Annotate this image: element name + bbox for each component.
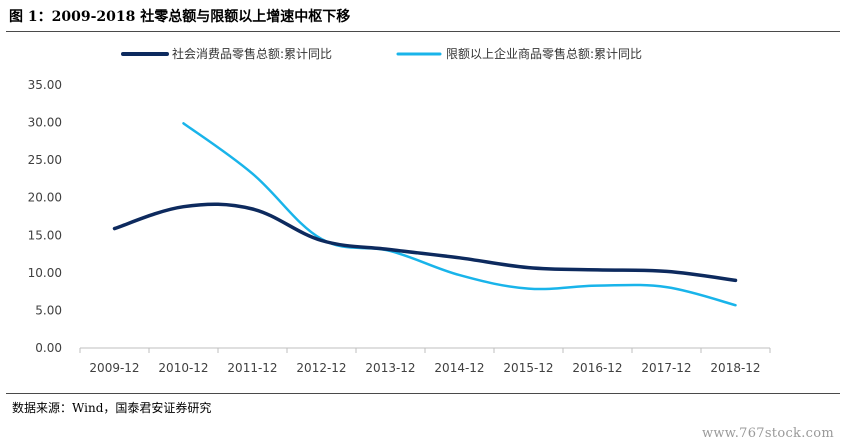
legend-label-series-1: 社会消费品零售总额:累计同比 bbox=[172, 46, 332, 61]
watermark: www.767stock.com bbox=[701, 426, 834, 441]
x-tick-label: 2017-12 bbox=[641, 361, 691, 375]
x-tick-label: 2010-12 bbox=[158, 361, 208, 375]
y-tick-label: 35.00 bbox=[28, 78, 62, 92]
y-tick-label: 25.00 bbox=[28, 153, 62, 167]
y-tick-label: 10.00 bbox=[28, 266, 62, 280]
x-tick-label: 2009-12 bbox=[89, 361, 139, 375]
top-divider bbox=[6, 31, 840, 32]
series-lines bbox=[112, 122, 738, 307]
legend: 社会消费品零售总额:累计同比 限额以上企业商品零售总额:累计同比 bbox=[121, 46, 642, 61]
axes: 2009-12 2010-12 2011-12 2012-12 2013-12 2014-… bbox=[28, 78, 771, 375]
x-tick-label: 2016-12 bbox=[572, 361, 622, 375]
y-tick-label: 0.00 bbox=[35, 341, 62, 355]
x-tick-label: 2011-12 bbox=[227, 361, 277, 375]
x-tick-label: 2018-12 bbox=[710, 361, 760, 375]
y-tick-label: 30.00 bbox=[28, 116, 62, 130]
chart-title: 图 1：2009-2018 社零总额与限额以上增速中枢下移 bbox=[9, 9, 351, 25]
y-tick-label: 20.00 bbox=[28, 191, 62, 205]
x-tick-label: 2014-12 bbox=[434, 361, 484, 375]
y-tick-label: 15.00 bbox=[28, 228, 62, 242]
x-tick-label: 2012-12 bbox=[296, 361, 346, 375]
series-line-2 bbox=[182, 122, 737, 307]
series-line-1 bbox=[112, 202, 738, 283]
data-source-note: 数据来源：Wind，国泰君安证券研究 bbox=[12, 401, 212, 415]
legend-label-series-2: 限额以上企业商品零售总额:累计同比 bbox=[446, 46, 642, 61]
x-tick-label: 2015-12 bbox=[503, 361, 553, 375]
y-tick-label: 5.00 bbox=[35, 303, 62, 317]
bottom-divider bbox=[6, 393, 840, 394]
line-chart: 社会消费品零售总额:累计同比 限额以上企业商品零售总额:累计同比 2009-12… bbox=[28, 46, 771, 375]
x-tick-label: 2013-12 bbox=[365, 361, 415, 375]
